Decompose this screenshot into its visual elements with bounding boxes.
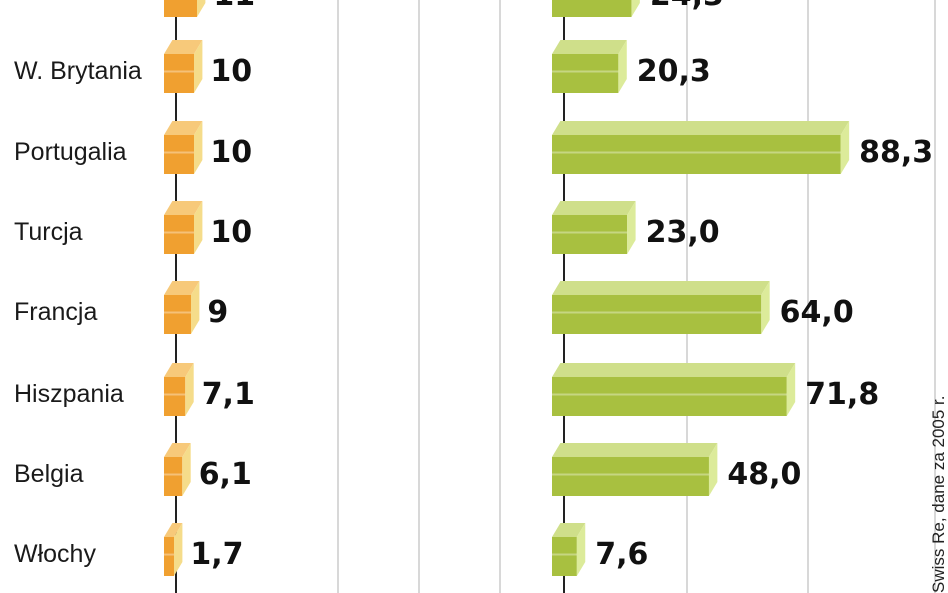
category-label-3: Turcja: [14, 218, 83, 246]
value-label-2-1: 20,3: [637, 54, 711, 89]
value-label-1-2: 10: [210, 135, 252, 170]
bar-front: [552, 135, 841, 174]
bar-1-2: [164, 121, 203, 174]
category-label-5: Hiszpania: [14, 380, 124, 408]
bar-front: [164, 457, 183, 496]
labels: 11 10 10 10 9 7,1 6,1 1,7 W. Brytania Portugalia T…: [14, 0, 933, 572]
bar-side: [174, 523, 183, 576]
bar-side: [627, 201, 636, 254]
bar-side: [182, 443, 191, 496]
bar-2-3: [552, 201, 636, 254]
bar-side: [840, 121, 850, 174]
bar-top: [552, 40, 627, 54]
bar-side: [576, 523, 586, 576]
value-label-1-5: 7,1: [202, 377, 255, 412]
bar-side: [708, 443, 718, 496]
value-label-2-0: 24,3: [650, 0, 724, 13]
bar-2-1: [552, 40, 627, 93]
bar-2-0: [552, 0, 640, 17]
category-label-7: Włochy: [14, 540, 96, 568]
bar-front: [164, 295, 191, 334]
bar-1-7: [164, 523, 183, 576]
value-label-2-6: 48,0: [727, 457, 801, 492]
bar-top: [164, 121, 203, 135]
bar-1-3: [164, 201, 203, 254]
bar-top: [164, 281, 200, 295]
bar-front: [552, 215, 628, 254]
value-label-1-1: 10: [210, 54, 252, 89]
bar-side: [194, 40, 203, 93]
bar-front: [164, 537, 174, 576]
bar-front: [164, 377, 186, 416]
bar-side: [786, 363, 796, 416]
bar-2-5: [552, 363, 796, 416]
bar-front: [552, 295, 762, 334]
bar-side: [631, 0, 640, 17]
category-label-6: Belgia: [14, 460, 84, 488]
value-label-2-4: 64,0: [780, 295, 854, 330]
value-label-1-6: 6,1: [199, 457, 252, 492]
value-label-1-3: 10: [210, 215, 252, 250]
bar-side: [197, 0, 206, 17]
bar-side: [191, 281, 200, 334]
value-label-2-5: 71,8: [805, 377, 879, 412]
bar-side: [194, 121, 203, 174]
bar-top: [552, 443, 718, 457]
bar-front: [552, 0, 632, 17]
bar-top: [164, 363, 194, 377]
bar-top: [552, 523, 586, 537]
bar-front: [552, 377, 787, 416]
bar-top: [164, 443, 191, 457]
value-label-1-7: 1,7: [190, 537, 243, 572]
source-note: Swiss Re, dane za 2005 r.: [929, 395, 948, 593]
bar-side: [194, 201, 203, 254]
value-label-2-3: 23,0: [646, 215, 720, 250]
bar-front: [164, 215, 194, 254]
bar-top: [164, 40, 203, 54]
bar-top: [552, 363, 796, 377]
bar-front: [552, 54, 619, 93]
bar-top: [552, 121, 850, 135]
bar-1-0: [164, 0, 206, 17]
bar-top: [164, 201, 203, 215]
bar-front: [164, 54, 194, 93]
value-label-2-2: 88,3: [859, 135, 933, 170]
category-label-4: Francja: [14, 298, 97, 326]
bar-top: [552, 281, 770, 295]
value-label-2-7: 7,6: [595, 537, 648, 572]
bar-front: [164, 135, 194, 174]
bar-2-2: [552, 121, 850, 174]
bar-top: [164, 523, 183, 537]
bar-side: [618, 40, 627, 93]
category-label-2: Portugalia: [14, 138, 127, 166]
bar-2-4: [552, 281, 770, 334]
bar-1-6: [164, 443, 191, 496]
bar-front: [552, 537, 577, 576]
bar-top: [552, 201, 636, 215]
bar-front: [164, 0, 197, 17]
category-label-1: W. Brytania: [14, 57, 142, 85]
bar-front: [552, 457, 709, 496]
bar-1-1: [164, 40, 203, 93]
value-label-1-4: 9: [207, 295, 228, 330]
bar-1-5: [164, 363, 194, 416]
bar-side: [185, 363, 194, 416]
bar-1-4: [164, 281, 200, 334]
bar-2-7: [552, 523, 586, 576]
bars: [164, 0, 850, 576]
bar-2-6: [552, 443, 718, 496]
bar-side: [761, 281, 770, 334]
value-label-1-0: 11: [213, 0, 255, 13]
